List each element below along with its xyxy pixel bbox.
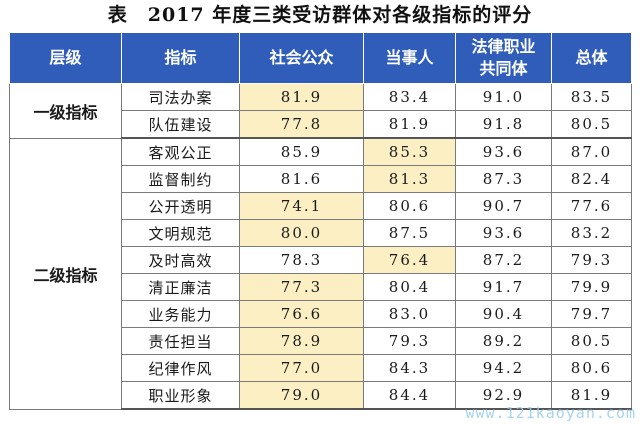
header-legal-community: 法律职业 共同体 (455, 32, 552, 84)
table-row: 一级指标 司法办案 81.9 83.4 91.0 83.5 (9, 83, 632, 139)
table-row: 文明规范 80.0 87.5 93.6 83.2 (10, 219, 632, 247)
score-cell-legal-community: 91.7 (455, 273, 552, 301)
score-cell-public: 80.0 (239, 219, 364, 247)
score-cell-public: 78.9 (239, 327, 364, 355)
score-cell-legal-community: 91.0 (455, 83, 552, 111)
score-cell-overall: 79.9 (551, 273, 632, 301)
score-cell-overall: 79.7 (551, 300, 632, 328)
header-litigant: 当事人 (363, 32, 456, 84)
score-cell-public: 77.8 (239, 110, 364, 139)
score-cell-litigant: 79.3 (363, 327, 456, 355)
score-cell-legal-community: 90.7 (455, 192, 552, 220)
header-overall: 总体 (551, 32, 632, 84)
score-cell-public: 85.9 (239, 137, 364, 166)
score-cell-public: 77.3 (239, 273, 364, 301)
level-cell: 一级指标 (9, 83, 122, 139)
score-cell-legal-community: 94.2 (455, 354, 552, 382)
indicator-cell: 队伍建设 (121, 110, 240, 139)
score-cell-litigant: 87.5 (363, 219, 456, 247)
score-cell-legal-community: 91.8 (455, 110, 552, 139)
indicator-cell: 业务能力 (121, 300, 240, 328)
level-cell: 二级指标 (9, 137, 122, 410)
table-title: 表 2017 年度三类受访群体对各级指标的评分 (107, 4, 533, 26)
score-cell-overall: 87.0 (551, 137, 632, 166)
header-indicator: 指标 (121, 32, 240, 84)
score-cell-litigant: 80.6 (363, 192, 456, 220)
table-row: 业务能力 76.6 83.0 90.4 79.7 (10, 300, 632, 328)
score-cell-overall: 83.5 (551, 83, 632, 111)
table-row: 清正廉洁 77.3 80.4 91.7 79.9 (10, 273, 632, 301)
score-cell-overall: 79.3 (551, 246, 632, 274)
score-cell-overall: 82.4 (551, 165, 632, 193)
table-body: 一级指标 司法办案 81.9 83.4 91.0 83.5 队伍建设 77.8 81.9 91.8… (9, 83, 632, 410)
score-cell-litigant: 83.0 (363, 300, 456, 328)
header-public: 社会公众 (239, 32, 364, 84)
score-table: 层级 指标 社会公众 当事人 法律职业 共同体 总体 一级指标 司法办案 81.9 8… (9, 32, 632, 410)
indicator-cell: 及时高效 (121, 246, 240, 274)
score-cell-public: 76.6 (239, 300, 364, 328)
score-cell-overall: 80.6 (551, 354, 632, 382)
score-cell-overall: 80.5 (551, 110, 632, 139)
score-cell-legal-community: 93.6 (455, 137, 552, 166)
score-cell-public: 79.0 (239, 381, 364, 410)
indicator-cell: 文明规范 (121, 219, 240, 247)
indicator-cell: 司法办案 (121, 83, 240, 111)
score-cell-legal-community: 89.2 (455, 327, 552, 355)
score-cell-overall: 80.5 (551, 327, 632, 355)
indicator-cell: 公开透明 (121, 192, 240, 220)
score-cell-public: 74.1 (239, 192, 364, 220)
table-row: 监督制约 81.6 81.3 87.3 82.4 (10, 165, 632, 193)
header-row: 层级 指标 社会公众 当事人 法律职业 共同体 总体 (9, 32, 632, 84)
table-row: 责任担当 78.9 79.3 89.2 80.5 (10, 327, 632, 355)
score-cell-public: 77.0 (239, 354, 364, 382)
table-row: 公开透明 74.1 80.6 90.7 77.6 (10, 192, 632, 220)
indicator-cell: 职业形象 (121, 381, 240, 410)
score-cell-legal-community: 87.2 (455, 246, 552, 274)
score-cell-litigant: 81.9 (363, 110, 456, 139)
score-cell-litigant: 84.3 (363, 354, 456, 382)
score-cell-public: 78.3 (239, 246, 364, 274)
score-cell-litigant: 85.3 (363, 137, 456, 166)
indicator-cell: 监督制约 (121, 165, 240, 193)
score-cell-litigant: 76.4 (363, 246, 456, 274)
indicator-cell: 客观公正 (121, 137, 240, 166)
score-cell-litigant: 83.4 (363, 83, 456, 111)
score-cell-litigant: 84.4 (363, 381, 456, 410)
score-cell-legal-community: 90.4 (455, 300, 552, 328)
indicator-cell: 纪律作风 (121, 354, 240, 382)
score-cell-public: 81.6 (239, 165, 364, 193)
table-row: 队伍建设 77.8 81.9 91.8 80.5 (10, 110, 632, 139)
score-cell-legal-community: 92.9 (455, 381, 552, 410)
table-row: 职业形象 79.0 84.4 92.9 81.9 (10, 381, 632, 410)
score-cell-legal-community: 87.3 (455, 165, 552, 193)
score-cell-litigant: 80.4 (363, 273, 456, 301)
header-level: 层级 (9, 32, 122, 84)
score-cell-public: 81.9 (239, 83, 364, 111)
score-cell-overall: 77.6 (551, 192, 632, 220)
table-row: 二级指标 客观公正 85.9 85.3 93.6 87.0 (9, 137, 632, 410)
score-cell-overall: 83.2 (551, 219, 632, 247)
table-row: 纪律作风 77.0 84.3 94.2 80.6 (10, 354, 632, 382)
indicator-cell: 责任担当 (121, 327, 240, 355)
score-cell-legal-community: 93.6 (455, 219, 552, 247)
score-cell-overall: 81.9 (551, 381, 632, 410)
score-cell-litigant: 81.3 (363, 165, 456, 193)
indicator-cell: 清正廉洁 (121, 273, 240, 301)
